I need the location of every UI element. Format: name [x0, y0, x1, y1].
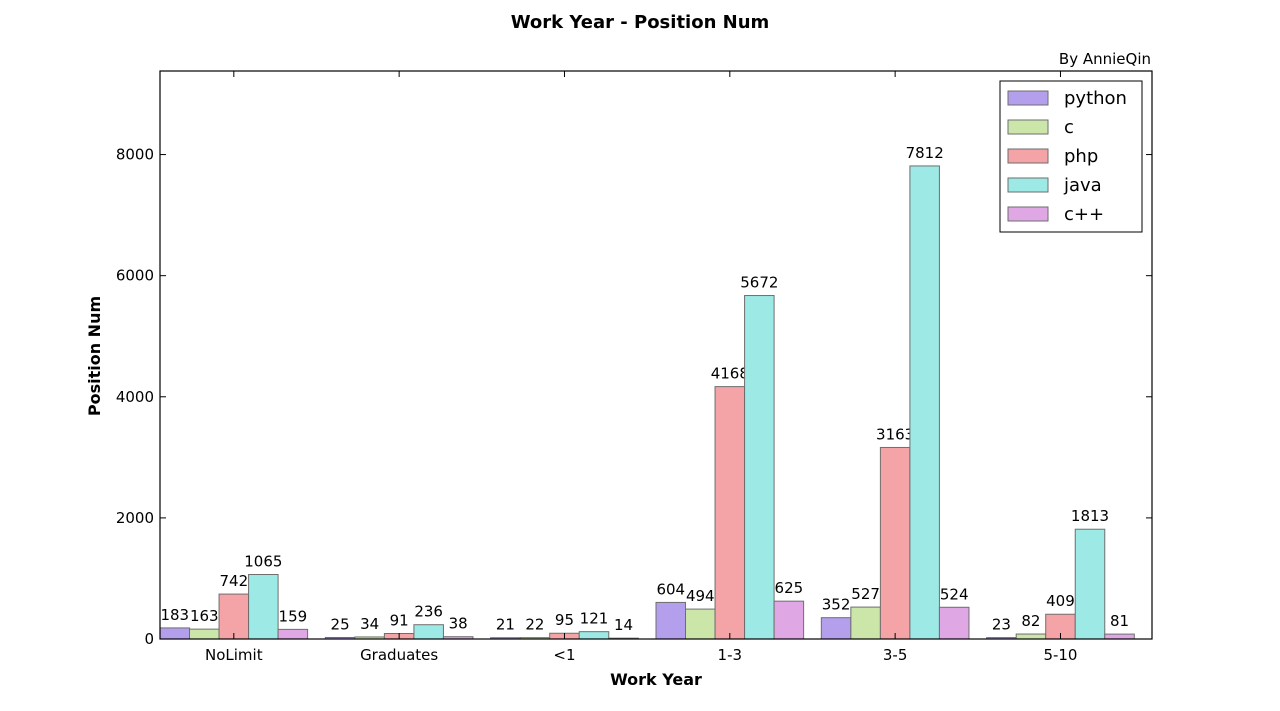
data-label: 34	[360, 615, 379, 633]
bar-php-NoLimit	[218, 593, 250, 640]
data-label: 625	[775, 579, 804, 597]
data-label: 91	[390, 611, 409, 629]
data-label: 1065	[244, 553, 282, 571]
data-label: 409	[1046, 592, 1075, 610]
data-label: 14	[614, 616, 633, 634]
bar-python-3-5	[820, 617, 852, 640]
data-label: 23	[992, 616, 1011, 634]
data-label: 82	[1021, 612, 1040, 630]
bar-java-5-10	[1074, 528, 1106, 640]
chart-credit: By AnnieQin	[1059, 50, 1151, 68]
data-label: 604	[656, 580, 685, 598]
bar-java-3-5	[909, 165, 940, 640]
x-tick-label: <1	[553, 646, 575, 664]
data-label: 95	[555, 611, 574, 629]
bar-c-3-5	[850, 606, 881, 640]
bar-java-<1	[578, 631, 610, 640]
chart-title: Work Year - Position Num	[511, 12, 770, 33]
y-tick-label: 6000	[116, 267, 154, 285]
x-tick-label: 5-10	[1043, 646, 1077, 664]
legend-swatch-c	[1007, 119, 1049, 135]
bar-c-5-10	[1015, 633, 1047, 640]
y-tick-label: 4000	[116, 388, 154, 406]
data-label: 22	[525, 616, 544, 634]
bar-c++-NoLimit	[277, 628, 309, 640]
bar-python-1-3	[655, 601, 687, 640]
data-label: 163	[190, 607, 219, 625]
legend: python c php java c++	[999, 80, 1143, 233]
data-label: 524	[940, 585, 969, 603]
x-tick-label: 3-5	[883, 646, 908, 664]
bar-c-NoLimit	[189, 628, 220, 640]
data-label: 352	[822, 596, 851, 614]
data-label: 4168	[711, 365, 749, 383]
data-label: 236	[414, 603, 443, 621]
bar-java-1-3	[744, 295, 775, 640]
data-label: 159	[279, 607, 308, 625]
y-tick-label: 2000	[116, 509, 154, 527]
data-label: 38	[449, 615, 468, 633]
bar-c++-1-3	[773, 600, 805, 640]
legend-swatch-c++	[1007, 206, 1049, 222]
data-label: 121	[580, 610, 609, 628]
bar-php-1-3	[714, 386, 746, 640]
data-label: 527	[851, 585, 880, 603]
y-axis-title: Position Num	[85, 296, 104, 416]
x-axis-title: Work Year	[610, 670, 702, 689]
legend-label-java: java	[1063, 175, 1102, 196]
data-label: 5672	[740, 274, 778, 292]
x-tick-label: NoLimit	[205, 646, 263, 664]
legend-swatch-python	[1007, 90, 1049, 106]
legend-swatch-php	[1007, 148, 1049, 164]
y-tick-label: 0	[144, 630, 154, 648]
bar-php-3-5	[879, 446, 911, 640]
bar-c-1-3	[685, 608, 716, 640]
bar-python-NoLimit	[159, 627, 191, 640]
bar-java-NoLimit	[248, 574, 279, 640]
legend-label-php: php	[1064, 146, 1098, 167]
data-label: 81	[1110, 612, 1129, 630]
x-tick-label: Graduates	[360, 646, 438, 664]
x-tick-label: 1-3	[718, 646, 743, 664]
bar-java-Graduates	[413, 624, 444, 640]
plot-area: 183 25 21 604 352 23 163 34 22 494 527 82 742 91 95 416…	[116, 71, 1152, 664]
y-tick-label: 8000	[116, 146, 154, 164]
data-label: 21	[496, 616, 515, 634]
data-label: 7812	[906, 144, 944, 162]
data-label: 1813	[1071, 507, 1109, 525]
bar-c++-3-5	[938, 606, 970, 640]
data-label: 742	[219, 572, 248, 590]
data-label: 3163	[876, 425, 914, 443]
bar-c++-5-10	[1104, 633, 1135, 640]
data-label: 494	[686, 587, 715, 605]
legend-swatch-java	[1007, 177, 1049, 193]
plot-frame	[159, 70, 1153, 640]
data-label: 25	[331, 615, 350, 633]
data-label: 183	[160, 606, 189, 624]
legend-label-python: python	[1064, 88, 1127, 109]
legend-label-c: c	[1064, 117, 1074, 138]
legend-label-c++: c++	[1064, 204, 1104, 225]
